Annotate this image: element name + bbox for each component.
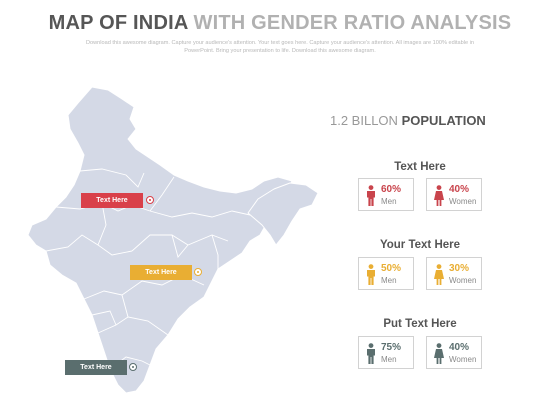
women-card-2: 30% Women <box>426 257 482 290</box>
map-pin-east <box>194 268 202 276</box>
men-percent-1: 60% <box>381 184 402 195</box>
slide-title: MAP OF INDIA WITH GENDER RATIO ANALYSIS <box>0 12 560 35</box>
women-percent-2: 30% <box>449 263 470 274</box>
population-heading: 1.2 BILLON POPULATION <box>330 113 486 128</box>
india-map <box>27 86 319 394</box>
men-percent-3: 75% <box>381 342 402 353</box>
woman-icon <box>434 264 444 285</box>
population-number: 1.2 BILLON <box>330 113 398 128</box>
women-percent-1: 40% <box>449 184 470 195</box>
men-card-2: 50% Men <box>358 257 414 290</box>
population-word: POPULATION <box>401 113 486 128</box>
group-title-3: Put Text Here <box>383 318 457 330</box>
man-icon <box>367 343 375 364</box>
woman-icon <box>434 343 444 364</box>
women-card-3: 40% Women <box>426 336 482 369</box>
title-rest: WITH GENDER RATIO ANALYSIS <box>193 12 512 34</box>
group-title-2: Your Text Here <box>379 239 461 251</box>
women-label-2: Women <box>449 276 477 285</box>
women-label-1: Women <box>449 197 477 206</box>
men-percent-2: 50% <box>381 263 402 274</box>
map-label-east: Text Here <box>130 265 192 280</box>
map-label-north: Text Here <box>81 193 143 208</box>
men-card-1: 60% Men <box>358 178 414 211</box>
men-card-3: 75% Men <box>358 336 414 369</box>
northeast-shape <box>247 182 319 246</box>
men-label-2: Men <box>381 276 397 285</box>
man-icon <box>367 264 375 285</box>
map-pin-south <box>129 363 137 371</box>
map-label-south: Text Here <box>65 360 127 375</box>
woman-icon <box>434 185 444 206</box>
women-card-1: 40% Women <box>426 178 482 211</box>
man-icon <box>367 185 375 206</box>
slide-subtitle: Download this awesome diagram. Capture y… <box>85 40 475 54</box>
group-title-1: Text Here <box>394 161 446 173</box>
women-label-3: Women <box>449 355 477 364</box>
men-label-3: Men <box>381 355 397 364</box>
map-pin-north <box>146 196 154 204</box>
title-main: MAP OF INDIA <box>48 12 188 34</box>
women-percent-3: 40% <box>449 342 470 353</box>
india-mainland-shape <box>27 86 293 394</box>
men-label-1: Men <box>381 197 397 206</box>
